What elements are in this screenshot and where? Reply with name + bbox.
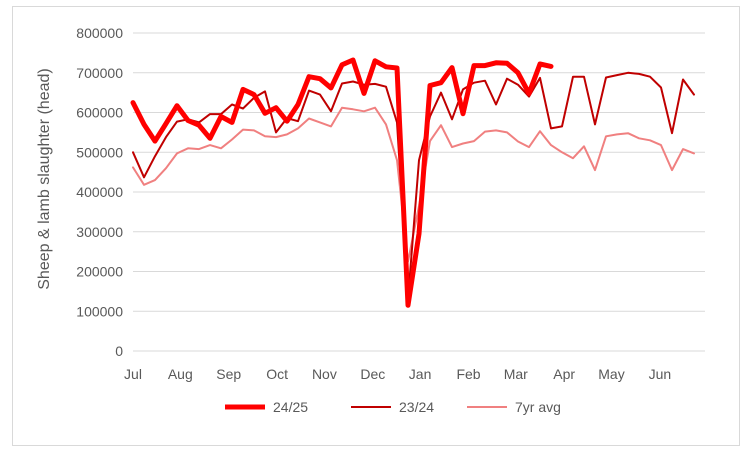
series-lines	[130, 57, 695, 308]
y-tick-label: 300000	[76, 224, 123, 240]
y-tick-label: 200000	[76, 264, 123, 280]
x-tick-label: Mar	[504, 366, 528, 382]
x-tick-label: Nov	[312, 366, 337, 382]
x-tick-label: Sep	[216, 366, 241, 382]
line-chart: 0 100000 200000 300000 400000 500000 600000 700…	[36, 25, 705, 415]
legend-label: 7yr avg	[515, 399, 561, 415]
y-tick-label: 600000	[76, 105, 123, 121]
x-tick-label: Jan	[409, 366, 432, 382]
y-tick-label: 800000	[76, 25, 123, 41]
x-tick-label: Feb	[456, 366, 480, 382]
y-axis-title: Sheep & lamb slaughter (head)	[36, 68, 53, 289]
legend: 24/25 23/24 7yr avg	[225, 399, 561, 415]
x-axis-tick-labels: Jul Aug Sep Oct Nov Dec Jan Feb Mar Apr May Jun	[124, 366, 671, 382]
legend-label: 24/25	[273, 399, 308, 415]
series-line-24-25	[130, 57, 554, 308]
x-tick-label: Aug	[168, 366, 193, 382]
series-line-23-24	[132, 71, 695, 301]
y-axis-tick-labels: 0 100000 200000 300000 400000 500000 600000 700…	[76, 25, 123, 359]
x-tick-label: May	[598, 366, 624, 382]
x-tick-label: Oct	[266, 366, 288, 382]
y-tick-label: 400000	[76, 184, 123, 200]
x-tick-label: Apr	[553, 366, 575, 382]
y-tick-label: 0	[115, 343, 123, 359]
x-tick-label: Dec	[360, 366, 385, 382]
chart-frame: 0 100000 200000 300000 400000 500000 600000 700…	[12, 6, 740, 446]
legend-label: 23/24	[399, 399, 434, 415]
y-tick-label: 100000	[76, 303, 123, 319]
y-tick-label: 700000	[76, 65, 123, 81]
x-tick-label: Jun	[649, 366, 672, 382]
x-tick-label: Jul	[124, 366, 142, 382]
y-tick-label: 500000	[76, 144, 123, 160]
